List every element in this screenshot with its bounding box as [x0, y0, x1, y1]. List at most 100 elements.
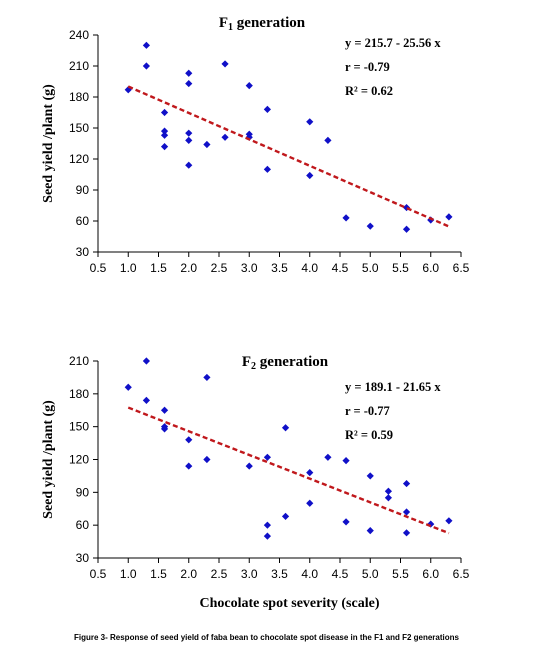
x-tick-label: 1.0	[120, 567, 137, 581]
data-point	[384, 487, 392, 495]
data-point	[203, 373, 211, 382]
chart-title: F1 generation	[219, 15, 306, 33]
figure-caption: Figure 3- Response of seed yield of faba…	[74, 633, 459, 642]
figure-svg: 30 60 90 120 150 180 210 240 0.5 1.0 1.5 2.0 2.5 3.0 3…	[41, 15, 470, 611]
chart-title: F2 generation	[242, 354, 329, 372]
x-tick-label: 3.5	[271, 567, 288, 581]
data-point	[402, 529, 411, 537]
x-tick-label: 6.5	[453, 261, 470, 275]
regression-annotation: R² = 0.59	[345, 428, 393, 442]
data-point	[342, 214, 350, 222]
data-point	[402, 203, 411, 212]
y-tick-label: 60	[76, 214, 90, 228]
data-point	[402, 508, 411, 516]
data-point	[427, 520, 435, 528]
chart-title-subscript: 1	[228, 22, 233, 33]
data-point	[324, 453, 332, 461]
data-point	[160, 108, 169, 117]
data-point	[185, 129, 193, 137]
chart-1: 30 60 90 120 150 180 210 240 0.5 1.0 1.5 2.0 2.5 3.0 3…	[41, 15, 470, 275]
x-tick-label: 2.5	[211, 261, 228, 275]
chart-title-main: F	[242, 354, 251, 370]
data-point	[160, 406, 169, 414]
regression-annotation: R² = 0.62	[345, 84, 393, 98]
data-point	[160, 425, 169, 433]
data-point	[160, 143, 169, 151]
y-tick-label: 210	[69, 59, 89, 73]
x-tick-label: 6.0	[422, 567, 439, 581]
x-tick-label: 0.5	[90, 567, 107, 581]
x-tick-label: 1.5	[150, 261, 167, 275]
data-point	[221, 133, 229, 141]
chart-2: 30 60 90 120 150 180 210 0.5 1.0 1.5 2.0 2.5 3.0 3.5 4…	[41, 354, 470, 611]
x-tick-label: 2.0	[180, 261, 197, 275]
data-point	[281, 424, 290, 432]
trend-line	[127, 85, 450, 228]
y-tick-label: 150	[69, 420, 89, 434]
x-axis-label: Chocolate spot severity (scale)	[199, 596, 379, 611]
data-point	[324, 136, 332, 144]
data-point	[185, 69, 193, 77]
data-point	[185, 161, 193, 169]
x-tick-label: 4.0	[301, 567, 318, 581]
y-axis-label: Seed yield /plant (g)	[41, 84, 56, 203]
data-point	[263, 521, 271, 529]
data-point	[366, 222, 374, 230]
data-point	[306, 171, 314, 180]
trend-line	[127, 406, 450, 535]
x-tick-label: 5.5	[392, 261, 409, 275]
y-tick-label: 120	[69, 453, 89, 467]
regression-annotation: y = 189.1 - 21.65 x	[345, 380, 441, 394]
x-tick-label: 4.5	[332, 261, 349, 275]
x-tick-label: 3.0	[241, 567, 258, 581]
data-point	[185, 436, 193, 444]
data-point	[366, 527, 374, 535]
chart-title-main: F	[219, 15, 228, 31]
y-tick-label: 60	[76, 518, 90, 532]
x-tick-label: 6.5	[453, 567, 470, 581]
data-point	[263, 105, 271, 113]
data-point	[245, 462, 253, 470]
y-tick-label: 180	[69, 90, 89, 104]
data-point	[142, 62, 150, 70]
chart-title-rest: generation	[233, 15, 306, 31]
x-tick-label: 6.0	[422, 261, 439, 275]
x-tick-label: 0.5	[90, 261, 107, 275]
x-tick-label: 2.5	[211, 567, 228, 581]
x-tick-label: 3.0	[241, 261, 258, 275]
data-point	[203, 140, 211, 149]
y-tick-label: 150	[69, 121, 89, 135]
regression-annotation: r = -0.79	[345, 60, 390, 74]
data-point	[160, 127, 169, 135]
data-point	[281, 512, 290, 521]
data-point	[245, 82, 253, 90]
data-point	[402, 479, 411, 488]
data-point	[185, 79, 193, 88]
x-tick-label: 1.5	[150, 567, 167, 581]
data-point	[142, 357, 150, 365]
data-point	[203, 455, 211, 464]
y-tick-label: 240	[69, 28, 89, 42]
data-point	[342, 518, 350, 526]
chart-title-subscript: 2	[251, 361, 256, 372]
x-tick-label: 5.5	[392, 567, 409, 581]
x-tick-label: 1.0	[120, 261, 137, 275]
data-point	[342, 456, 350, 465]
data-point	[160, 131, 169, 139]
data-point	[263, 532, 271, 540]
data-point	[445, 517, 453, 525]
y-tick-label: 30	[76, 245, 90, 259]
x-tick-label: 4.5	[332, 567, 349, 581]
y-tick-label: 90	[76, 183, 90, 197]
regression-annotation: y = 215.7 - 25.56 x	[345, 36, 441, 50]
x-tick-label: 4.0	[301, 261, 318, 275]
x-tick-label: 2.0	[180, 567, 197, 581]
regression-annotation: r = -0.77	[345, 404, 390, 418]
data-point	[306, 499, 314, 507]
x-tick-label: 5.0	[362, 567, 379, 581]
y-tick-label: 120	[69, 152, 89, 166]
data-point	[306, 469, 314, 477]
data-point	[263, 453, 271, 461]
data-point	[221, 60, 229, 68]
data-point	[445, 213, 453, 221]
